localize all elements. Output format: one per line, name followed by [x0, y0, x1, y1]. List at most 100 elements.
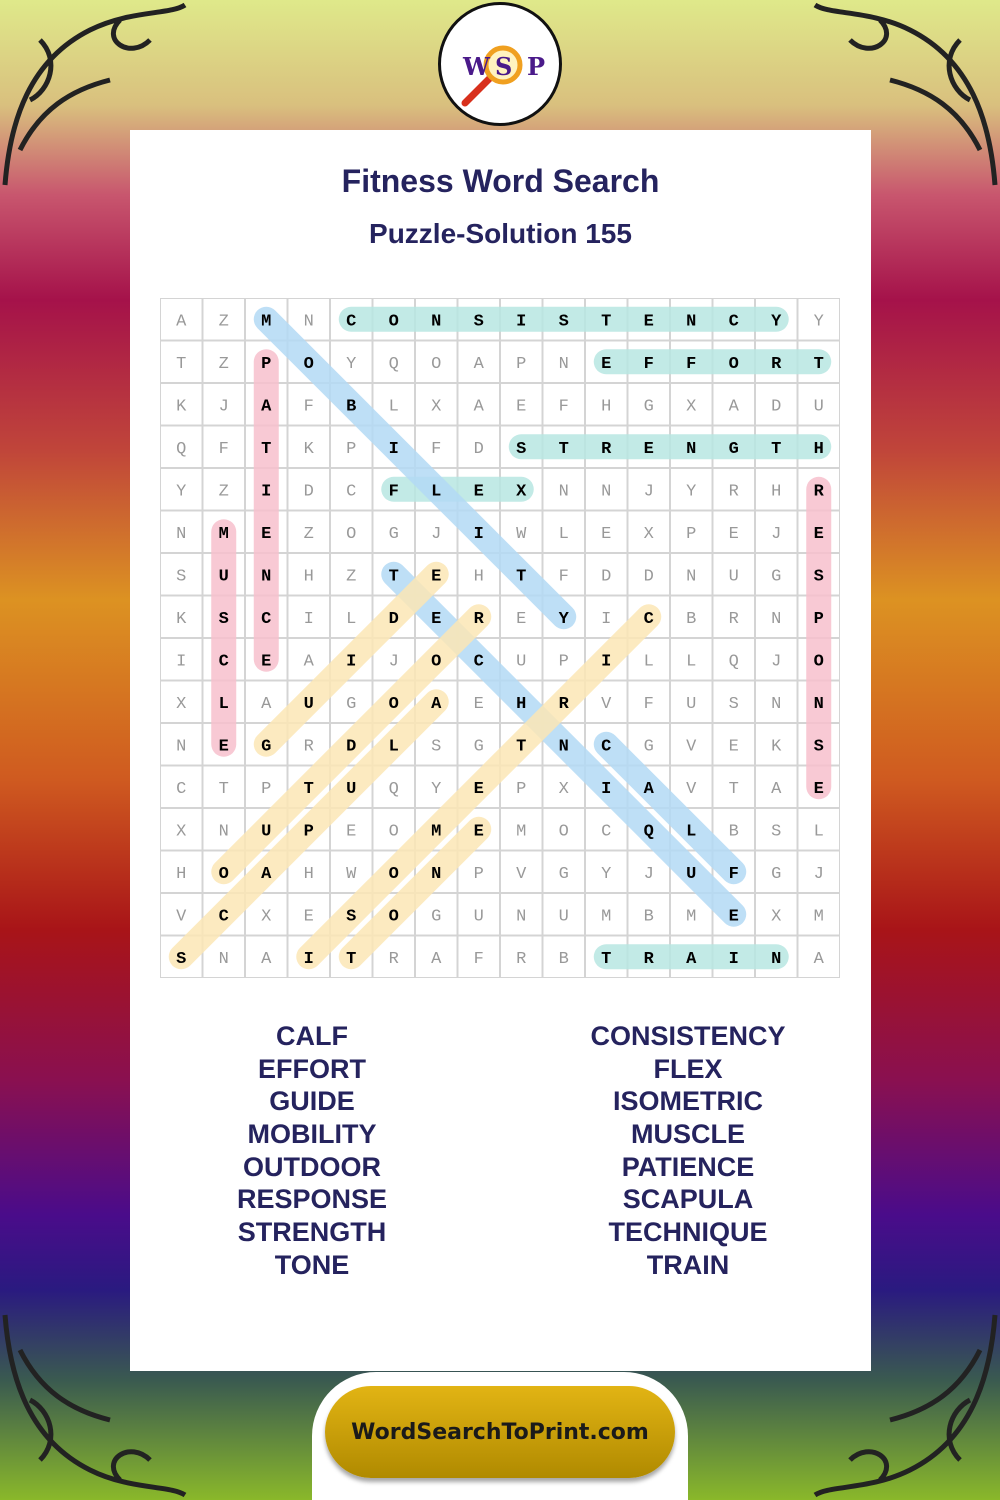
grid-letter-found: T [601, 312, 611, 331]
grid-letter: C [176, 780, 186, 799]
footer-site-link[interactable]: WordSearchToPrint.com [351, 1419, 649, 1445]
grid-letter: N [304, 312, 314, 331]
grid-letter: U [814, 397, 824, 416]
grid-letter: D [601, 567, 611, 586]
grid-letter-found: C [261, 610, 271, 629]
grid-letter: R [729, 482, 739, 501]
grid-letter: P [474, 865, 484, 884]
word-list-left: CALF EFFORT GUIDE MOBILITY OUTDOOR RESPONSE ST… [162, 1020, 462, 1282]
grid-letter-found: S [474, 312, 484, 331]
grid-letter: I [176, 652, 186, 671]
grid-letter-found: I [601, 652, 611, 671]
solution-highlight-guide [253, 561, 449, 757]
grid-letter: H [601, 397, 611, 416]
grid-letter: A [431, 950, 442, 969]
grid-letter-found: R [559, 695, 570, 714]
grid-letter-found: X [516, 482, 527, 501]
grid-letter-found: E [219, 737, 229, 756]
grid-letter: G [346, 695, 356, 714]
grid-letter-found: D [346, 737, 356, 756]
grid-letter: P [261, 780, 271, 799]
grid-letter-found: S [814, 737, 824, 756]
grid-letter: X [686, 397, 696, 416]
grid-letter-found: F [644, 355, 654, 374]
grid-letter: Q [389, 780, 399, 799]
grid-letter-found: E [474, 822, 484, 841]
grid-letter: A [176, 312, 187, 331]
grid-letter: Y [346, 355, 356, 374]
grid-letter: O [559, 822, 569, 841]
grid-letter: X [176, 822, 186, 841]
grid-letter-found: F [729, 865, 739, 884]
grid-letter: A [474, 355, 485, 374]
page-subtitle: Puzzle-Solution 155 [369, 218, 632, 249]
grid-letter-found: T [559, 440, 569, 459]
grid-letter: A [474, 397, 485, 416]
grid-letter: H [474, 567, 484, 586]
grid-letter-found: S [219, 610, 229, 629]
grid-letter: L [644, 652, 654, 671]
grid-letter: E [304, 907, 314, 926]
grid-letter: M [601, 907, 611, 926]
grid-letter: N [686, 567, 696, 586]
grid-letter: E [516, 397, 526, 416]
grid-letter: F [474, 950, 484, 969]
grid-letter-found: T [389, 567, 399, 586]
grid-letter-found: U [304, 695, 314, 714]
grid-letter-found: T [346, 950, 356, 969]
grid-letter-found: S [176, 950, 186, 969]
grid-letter: N [176, 737, 186, 756]
grid-letter: D [474, 440, 484, 459]
grid-letter-found: N [559, 737, 569, 756]
word-list-item: PATIENCE [621, 1151, 755, 1182]
word-list-item: CALF [276, 1021, 348, 1051]
grid-letter-found: R [814, 482, 825, 501]
grid-letter-found: M [261, 312, 271, 331]
grid-letter: U [474, 907, 484, 926]
grid-letter: F [431, 440, 441, 459]
grid-letter: H [304, 567, 314, 586]
solution-highlight-calf [593, 731, 747, 885]
grid-letter-found: I [601, 780, 611, 799]
grid-letter: L [686, 652, 696, 671]
grid-letter: C [346, 482, 356, 501]
grid-letter: T [729, 780, 739, 799]
word-list-item: CONSISTENCY [590, 1021, 786, 1051]
grid-letter: Z [219, 312, 229, 331]
footer-badge[interactable]: WordSearchToPrint.com [325, 1386, 675, 1478]
grid-letter: J [814, 865, 824, 884]
word-list-item: RESPONSE [236, 1184, 388, 1215]
grid-letter: P [559, 652, 569, 671]
word-list-item: TONE [274, 1249, 350, 1280]
grid-letter-found: N [431, 312, 441, 331]
grid-letter-found: R [474, 610, 485, 629]
grid-letter: R [729, 610, 739, 629]
grid-letter: V [516, 865, 527, 884]
grid-letter: V [176, 907, 187, 926]
grid-letter-found: E [644, 312, 654, 331]
grid-letter: X [261, 907, 271, 926]
grid-letter: G [474, 737, 484, 756]
grid-letter-found: R [601, 440, 612, 459]
grid-letter: Z [219, 482, 229, 501]
grid-letter: H [771, 482, 781, 501]
grid-letter: F [219, 440, 229, 459]
grid-letter-found: T [601, 950, 611, 969]
grid-letter: X [771, 907, 781, 926]
grid-letter-found: L [389, 737, 399, 756]
grid-letter-found: T [261, 440, 271, 459]
word-list-item: MOBILITY [247, 1119, 377, 1150]
grid-letter-found: T [304, 780, 314, 799]
logo: W S P [438, 2, 562, 126]
grid-letter: D [644, 567, 654, 586]
grid-letter: N [219, 950, 229, 969]
word-list-item: MUSCLE [631, 1119, 745, 1150]
grid-letter: Z [346, 567, 356, 586]
grid-letter-found: I [729, 950, 739, 969]
grid-letter-found: C [219, 652, 229, 671]
grid-letter: U [516, 652, 526, 671]
grid-letter: D [304, 482, 314, 501]
grid-letter-found: E [431, 610, 441, 629]
grid-letter-found: O [389, 312, 399, 331]
grid-letter-found: E [431, 567, 441, 586]
